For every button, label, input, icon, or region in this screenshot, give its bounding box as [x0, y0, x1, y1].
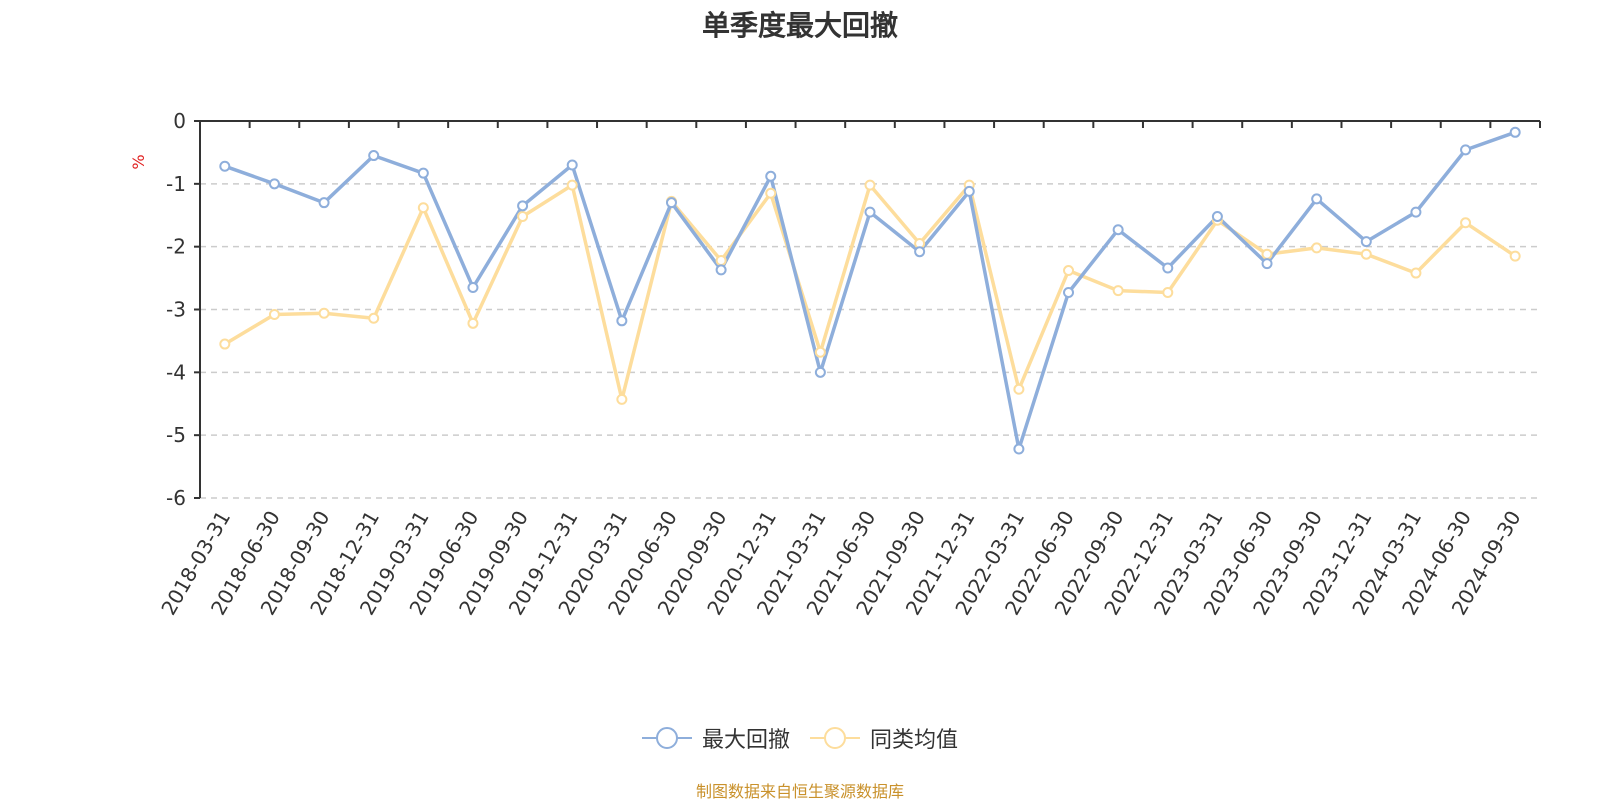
- data-point-peer-average: [318, 307, 330, 319]
- data-point-max-drawdown: [566, 159, 578, 171]
- data-point-max-drawdown: [963, 185, 975, 197]
- legend-swatch-peer-average: [810, 727, 860, 749]
- data-point-max-drawdown: [765, 170, 777, 182]
- data-point-max-drawdown: [864, 206, 876, 218]
- source-note: 制图数据来自恒生聚源数据库: [695, 782, 904, 801]
- data-point-max-drawdown: [1112, 224, 1124, 236]
- data-points: [219, 126, 1521, 455]
- tick-labels: 0-1-2-3-4-5-6%2018-03-312018-06-302018-0…: [129, 109, 1526, 619]
- data-point-max-drawdown: [1261, 258, 1273, 270]
- data-point-peer-average: [566, 179, 578, 191]
- data-point-peer-average: [814, 346, 826, 358]
- data-point-peer-average: [417, 202, 429, 214]
- y-axis-unit-label: %: [129, 154, 148, 169]
- data-point-max-drawdown: [715, 264, 727, 276]
- data-point-max-drawdown: [616, 315, 628, 327]
- data-point-peer-average: [219, 338, 231, 350]
- data-point-peer-average: [864, 179, 876, 191]
- data-point-max-drawdown: [268, 178, 280, 190]
- data-point-peer-average: [1509, 250, 1521, 262]
- legend-item-peer-average[interactable]: 同类均值: [810, 722, 958, 754]
- data-point-max-drawdown: [1162, 262, 1174, 274]
- data-point-peer-average: [715, 254, 727, 266]
- legend-item-max-drawdown[interactable]: 最大回撤: [641, 722, 790, 754]
- data-point-peer-average: [1311, 242, 1323, 254]
- data-point-max-drawdown: [1311, 193, 1323, 205]
- data-point-peer-average: [616, 393, 628, 405]
- legend-label-peer-average: 同类均值: [870, 728, 959, 753]
- y-tick-label: -3: [166, 298, 186, 322]
- data-point-peer-average: [1112, 285, 1124, 297]
- data-point-max-drawdown: [1063, 287, 1075, 299]
- data-point-max-drawdown: [1509, 126, 1521, 138]
- data-point-peer-average: [368, 312, 380, 324]
- data-point-max-drawdown: [1013, 443, 1025, 455]
- data-point-max-drawdown: [914, 246, 926, 258]
- data-point-peer-average: [1261, 248, 1273, 260]
- y-tick-label: -5: [166, 423, 186, 447]
- data-point-peer-average: [268, 309, 280, 321]
- legend-swatch-max-drawdown: [641, 727, 692, 749]
- data-point-max-drawdown: [417, 167, 429, 179]
- data-point-peer-average: [517, 211, 529, 223]
- data-point-max-drawdown: [1460, 144, 1472, 156]
- grid-lines: [200, 183, 1540, 499]
- data-point-max-drawdown: [219, 160, 231, 172]
- chart-title: 单季度最大回撤: [701, 9, 898, 42]
- data-point-max-drawdown: [1410, 206, 1422, 218]
- data-point-max-drawdown: [665, 197, 677, 209]
- axes: [194, 120, 1541, 499]
- data-point-peer-average: [1013, 383, 1025, 395]
- y-tick-label: 0: [173, 109, 186, 133]
- legend-label-max-drawdown: 最大回撤: [701, 728, 790, 753]
- y-tick-label: -4: [166, 360, 186, 384]
- data-point-max-drawdown: [1360, 236, 1372, 248]
- y-tick-label: -2: [166, 235, 186, 259]
- data-point-max-drawdown: [368, 150, 380, 162]
- data-point-peer-average: [467, 317, 479, 329]
- data-point-max-drawdown: [467, 282, 479, 294]
- data-point-peer-average: [765, 187, 777, 199]
- data-point-max-drawdown: [814, 366, 826, 378]
- data-point-peer-average: [1360, 248, 1372, 260]
- data-point-peer-average: [1063, 265, 1075, 277]
- data-point-peer-average: [1410, 267, 1422, 279]
- y-tick-label: -6: [166, 486, 186, 510]
- data-point-peer-average: [1162, 287, 1174, 299]
- data-point-max-drawdown: [1211, 211, 1223, 223]
- legend: 最大回撤 同类均值: [0, 722, 1600, 754]
- y-tick-label: -1: [166, 172, 186, 196]
- data-point-max-drawdown: [318, 197, 330, 209]
- data-point-max-drawdown: [517, 200, 529, 212]
- data-point-peer-average: [1460, 217, 1472, 229]
